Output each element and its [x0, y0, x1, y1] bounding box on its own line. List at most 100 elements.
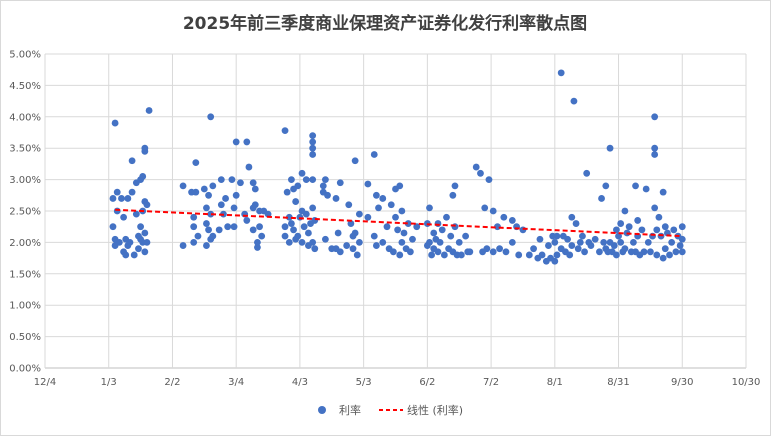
data-point [232, 191, 240, 199]
data-point [288, 220, 295, 227]
data-point [258, 232, 266, 240]
data-point [409, 235, 416, 243]
data-point [394, 226, 402, 234]
data-point [217, 176, 225, 184]
data-point [194, 232, 202, 240]
data-point [485, 176, 493, 184]
data-point [434, 220, 442, 227]
data-point [551, 257, 559, 265]
data-point [143, 201, 151, 209]
data-point [396, 251, 404, 259]
data-point [449, 191, 457, 199]
data-point [621, 207, 629, 215]
data-point [254, 244, 261, 251]
data-point [230, 204, 238, 212]
data-point [285, 213, 293, 221]
data-point [515, 251, 523, 259]
data-point [396, 182, 404, 190]
data-point [668, 239, 676, 246]
data-point [519, 226, 527, 234]
data-point [190, 213, 198, 221]
data-point [309, 151, 317, 158]
data-point [355, 239, 363, 246]
data-point [653, 251, 661, 259]
data-point [309, 132, 317, 140]
data-point [179, 182, 187, 190]
data-point [617, 239, 625, 246]
data-point [300, 223, 308, 231]
data-point [600, 239, 608, 246]
data-point [472, 163, 480, 171]
data-point [192, 188, 200, 196]
data-point [379, 239, 387, 246]
data-point [122, 251, 130, 259]
data-point [207, 210, 215, 218]
data-point [406, 248, 414, 256]
data-point [228, 176, 236, 184]
data-point [135, 245, 142, 253]
data-point [120, 213, 127, 221]
data-point [678, 223, 686, 231]
data-point [602, 182, 610, 190]
data-point [536, 235, 544, 243]
data-point [500, 213, 508, 221]
data-point [322, 235, 329, 243]
data-point [332, 195, 340, 202]
data-point [638, 226, 646, 234]
data-point [179, 242, 187, 249]
data-point [288, 176, 295, 184]
x-tick-label: 4/3 [292, 377, 308, 388]
y-tick-label: 1.00% [9, 301, 41, 312]
data-point [553, 251, 561, 259]
data-point [538, 251, 546, 259]
data-point [141, 147, 149, 155]
data-point [661, 245, 669, 253]
data-point [232, 138, 240, 146]
data-point [481, 204, 489, 212]
y-tick-label: 4.50% [9, 81, 41, 92]
data-point [574, 245, 582, 253]
x-axis-tick-labels: 12/4 1/3 2/2 3/4 4/3 5/3 6/2 7/2 8/1 8/31 9/30 10/3… [34, 377, 761, 388]
data-point [215, 226, 223, 234]
data-point [430, 229, 438, 237]
data-point [387, 201, 395, 209]
y-tick-label: 3.50% [9, 144, 41, 155]
data-point [634, 217, 642, 224]
data-point [281, 223, 289, 231]
data-point [659, 188, 667, 196]
data-point [392, 213, 399, 221]
data-point [205, 226, 212, 234]
data-point [426, 204, 433, 212]
data-point [115, 239, 123, 246]
data-point [305, 229, 312, 237]
x-tick-label: 10/30 [732, 377, 761, 388]
data-point [440, 251, 448, 259]
data-point [647, 248, 654, 256]
data-point [254, 239, 261, 246]
data-point [530, 245, 537, 253]
data-point [203, 242, 210, 249]
data-point [143, 239, 151, 246]
data-point [364, 213, 372, 221]
data-point [570, 97, 578, 105]
x-tick-label: 3/4 [228, 377, 244, 388]
data-point [224, 223, 232, 231]
data-point [222, 195, 229, 202]
x-tick-label: 6/2 [419, 377, 435, 388]
data-point [251, 185, 259, 193]
data-point [568, 213, 576, 221]
data-point [209, 232, 217, 240]
x-tick-label: 8/1 [547, 377, 563, 388]
data-point [298, 239, 306, 246]
data-point [462, 232, 469, 240]
data-point [591, 235, 599, 243]
data-point [285, 239, 293, 246]
data-point [309, 176, 317, 184]
data-point [283, 188, 291, 196]
data-point [249, 179, 257, 187]
data-point [477, 169, 484, 177]
data-point [311, 245, 319, 253]
legend-label-trend: 线性 (利率) [407, 403, 463, 417]
data-point [351, 157, 359, 165]
